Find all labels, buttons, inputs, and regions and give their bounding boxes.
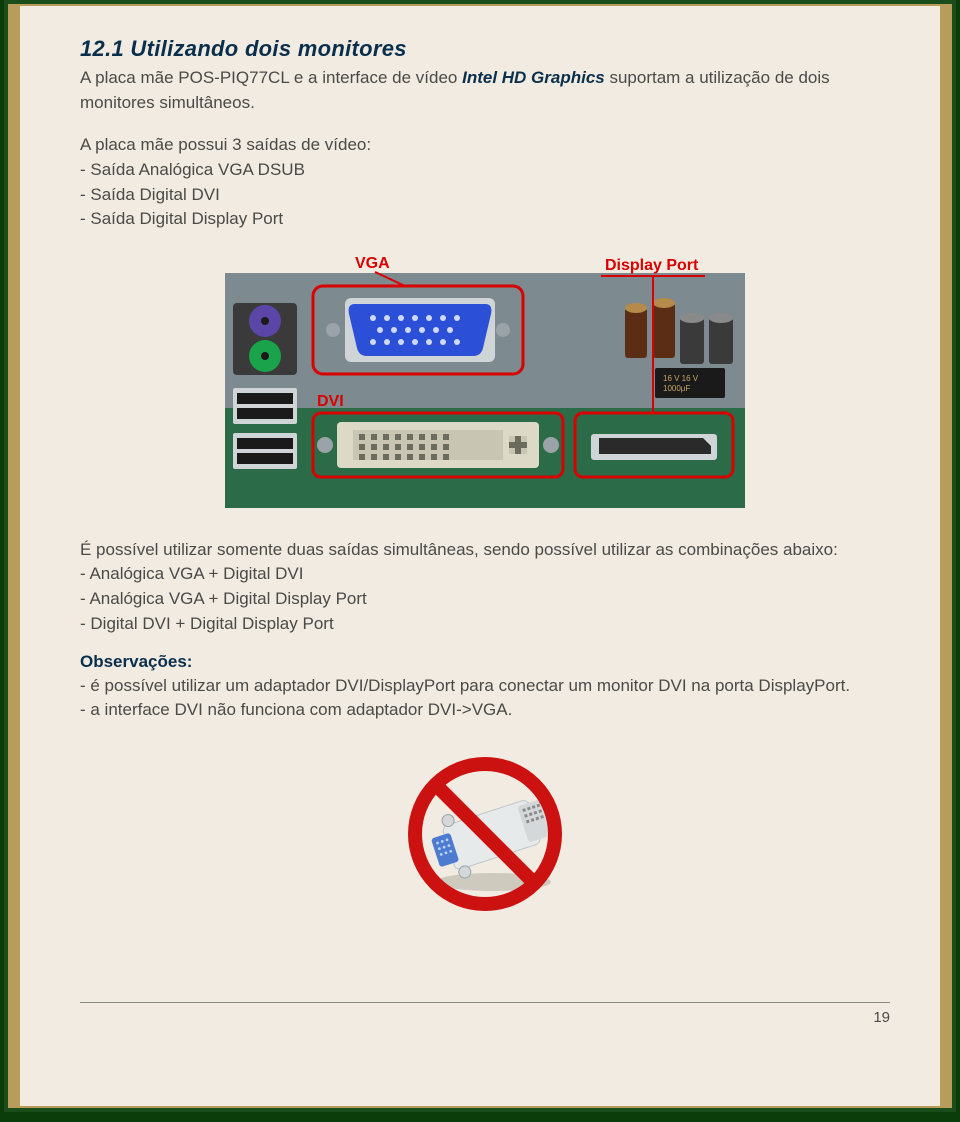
outputs-item-0: - Saída Analógica VGA DSUB	[80, 158, 890, 183]
svg-text:1000μF: 1000μF	[663, 384, 690, 393]
svg-text:16 V 16 V: 16 V 16 V	[663, 374, 699, 383]
combos-lead: É possível utilizar somente duas saídas …	[80, 538, 890, 563]
forbidden-adapter-figure	[385, 742, 585, 922]
outputs-item-2: - Saída Digital Display Port	[80, 207, 890, 232]
intro-pre: A placa mãe POS-PIQ77CL e a interface de…	[80, 68, 462, 87]
vga-label: VGA	[355, 255, 390, 272]
obs-title: Observações:	[80, 652, 890, 672]
displayport-label: Display Port	[605, 257, 699, 274]
intro-paragraph: A placa mãe POS-PIQ77CL e a interface de…	[80, 66, 890, 115]
combos-item-0: - Analógica VGA + Digital DVI	[80, 562, 890, 587]
obs-item-0: - é possível utilizar um adaptador DVI/D…	[80, 674, 890, 698]
io-panel-figure: VGA 16 V 16 V 1000μF	[225, 248, 745, 508]
combinations-block: É possível utilizar somente duas saídas …	[80, 538, 890, 637]
page-number: 19	[80, 1003, 890, 1026]
page: 12.1 Utilizando dois monitores A placa m…	[20, 6, 940, 1106]
outputs-item-1: - Saída Digital DVI	[80, 183, 890, 208]
combos-item-2: - Digital DVI + Digital Display Port	[80, 612, 890, 637]
dvi-label: DVI	[317, 393, 344, 410]
obs-item-1: - a interface DVI não funciona com adapt…	[80, 698, 890, 722]
outputs-lead: A placa mãe possui 3 saídas de vídeo:	[80, 133, 890, 158]
video-outputs-block: A placa mãe possui 3 saídas de vídeo: - …	[80, 133, 890, 232]
intro-bold: Intel HD Graphics	[462, 68, 605, 87]
section-title: 12.1 Utilizando dois monitores	[80, 36, 890, 62]
observations-block: Observações: - é possível utilizar um ad…	[80, 652, 890, 722]
combos-item-1: - Analógica VGA + Digital Display Port	[80, 587, 890, 612]
